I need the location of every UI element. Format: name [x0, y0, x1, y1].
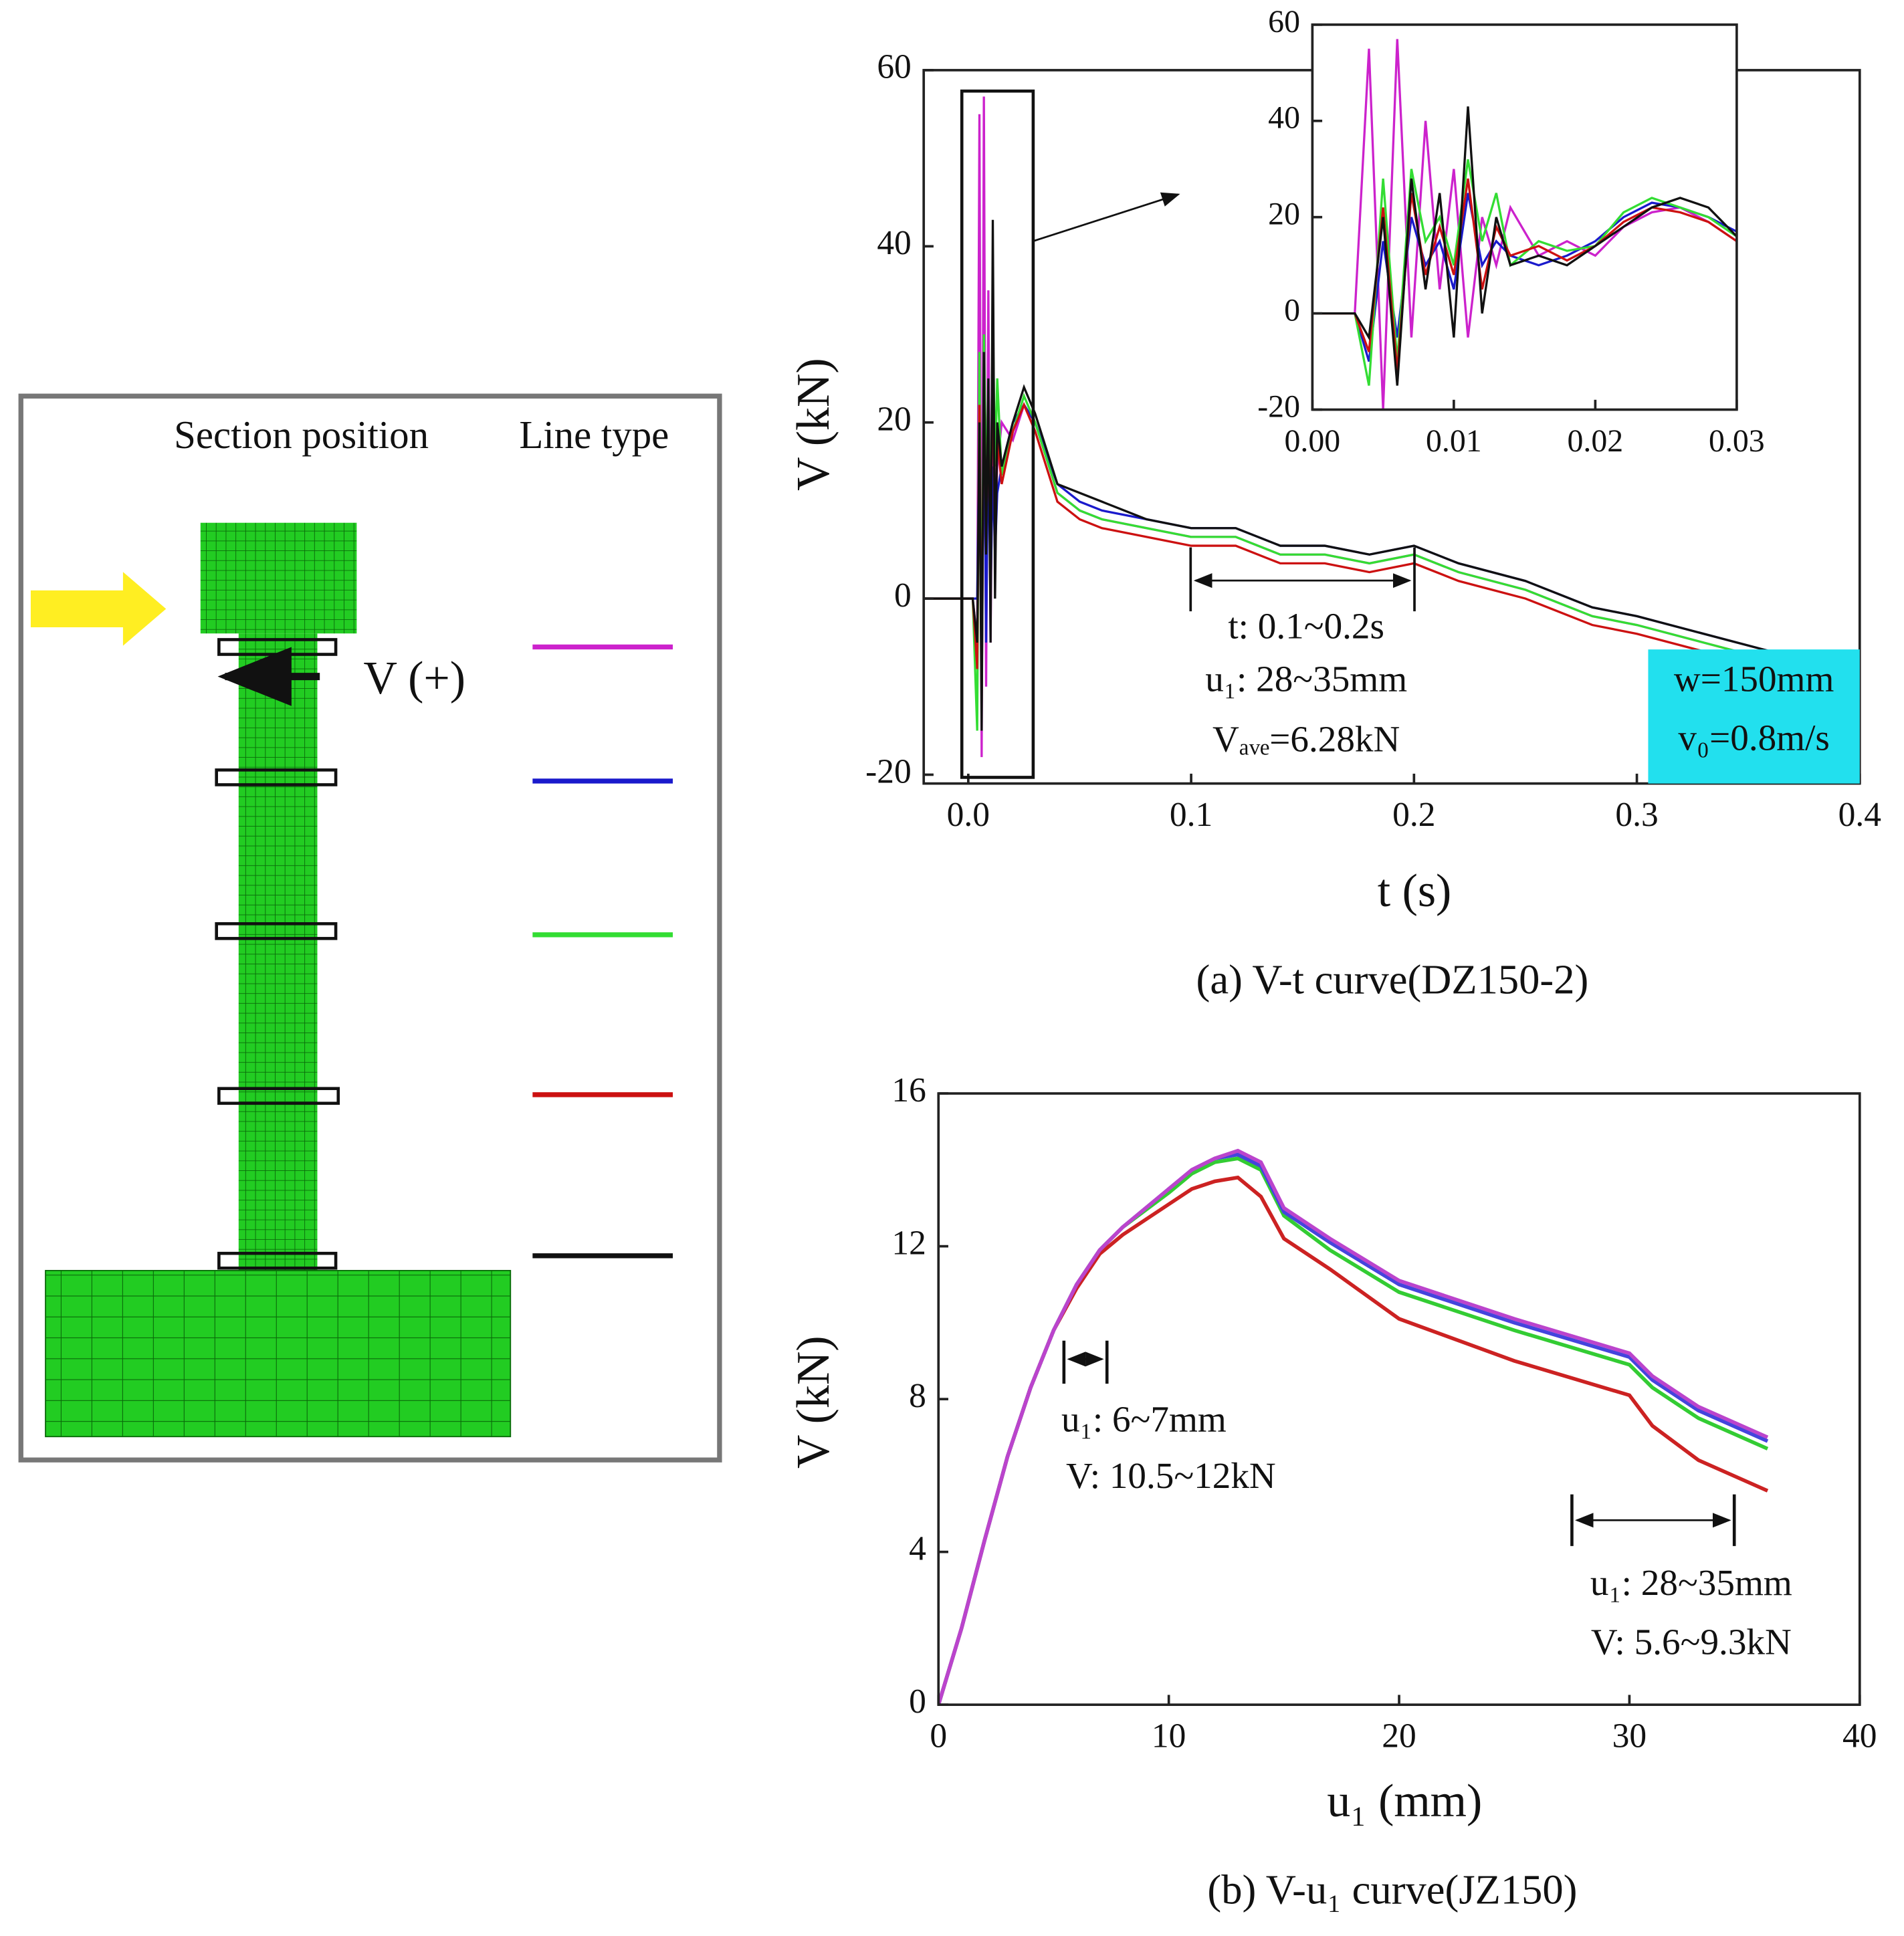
y-tick-label: 16 — [891, 1071, 926, 1109]
data-line — [938, 1148, 1769, 1705]
annotation: v₀=0.8m/s — [1678, 718, 1830, 758]
impact-arrow — [30, 572, 167, 646]
y-tick-label: 20 — [877, 401, 911, 439]
x-tick-label: 20 — [1382, 1717, 1416, 1755]
y-tick-label: -20 — [865, 752, 912, 790]
force-label: V (+) — [363, 653, 465, 704]
y-tick-label: 0 — [909, 1683, 926, 1721]
x-tick-label: 0 — [930, 1717, 947, 1755]
y-tick-label: 60 — [1268, 4, 1300, 39]
annotation: t: 0.1~0.2s — [1228, 605, 1384, 646]
zoom-arrow — [1033, 192, 1180, 242]
x-tick-label: 0.01 — [1426, 423, 1482, 459]
y-tick-label: 8 — [909, 1377, 926, 1415]
x-tick-label: 30 — [1612, 1717, 1647, 1755]
zoom-box — [960, 89, 1035, 779]
annotation: w=150mm — [1674, 658, 1834, 699]
top-block — [200, 522, 357, 634]
x-axis-label: t (s) — [1378, 865, 1452, 917]
x-tick-label: 0.2 — [1392, 796, 1435, 834]
chart: 0.00 0.01 0.02 0.03 -20 0 20 40 60 — [1257, 4, 1764, 459]
y-tick-label: 60 — [877, 48, 911, 86]
x-tick-label: 0.00 — [1285, 423, 1341, 459]
data-line — [1312, 106, 1737, 386]
x-tick-label: 0.4 — [1838, 796, 1881, 834]
y-tick-label: 12 — [891, 1224, 926, 1262]
annotation: u₁: 28~35mm — [1205, 658, 1407, 699]
x-tick-label: 40 — [1842, 1717, 1877, 1755]
annotation: u₁: 6~7mm — [1061, 1399, 1227, 1440]
chart: 0 10 20 30 40 0 4 8 12 16 u₁ (mm) V (kN) (b) V-u₁ cu… — [788, 1071, 1877, 1913]
annotation: V: 10.5~12kN — [1066, 1455, 1276, 1496]
y-axis-label: V (kN) — [788, 1335, 839, 1469]
x-axis-label: u₁ (mm) — [1327, 1776, 1482, 1827]
section-diagram: Section position Line type V (+) — [18, 393, 722, 1463]
section-boxes — [215, 638, 340, 1270]
x-tick-label: 10 — [1152, 1717, 1186, 1755]
y-tick-label: -20 — [1257, 389, 1300, 424]
heading-position: Section position — [174, 413, 429, 457]
x-tick-label: 0.0 — [947, 796, 990, 834]
y-tick-label: 40 — [1268, 100, 1300, 136]
y-tick-label: 0 — [894, 576, 912, 615]
data-line — [924, 219, 1771, 731]
annotation: Vₐᵥₑ=6.28kN — [1212, 719, 1400, 760]
x-tick-label: 0.1 — [1170, 796, 1212, 834]
param-box — [1648, 649, 1860, 784]
chart-caption: (b) V-u₁ curve(JZ150) — [1207, 1866, 1577, 1913]
heading-line: Line type — [519, 413, 669, 457]
chart-caption: (a) V-t curve(DZ150-2) — [1196, 956, 1589, 1003]
data-line — [1312, 159, 1737, 386]
base-block — [45, 1270, 512, 1438]
x-tick-label: 0.03 — [1709, 423, 1765, 459]
y-tick-label: 4 — [909, 1529, 926, 1568]
line-type-legend — [532, 644, 673, 1259]
y-tick-label: 40 — [877, 224, 911, 262]
y-axis-label: V (kN) — [788, 358, 839, 491]
y-tick-label: 0 — [1284, 293, 1300, 328]
annotation: u₁: 28~35mm — [1590, 1562, 1792, 1603]
x-tick-label: 0.3 — [1615, 796, 1658, 834]
annotation: V: 5.6~9.3kN — [1591, 1622, 1792, 1662]
x-tick-label: 0.02 — [1568, 423, 1624, 459]
column — [238, 633, 318, 1271]
y-tick-label: 20 — [1268, 197, 1300, 232]
